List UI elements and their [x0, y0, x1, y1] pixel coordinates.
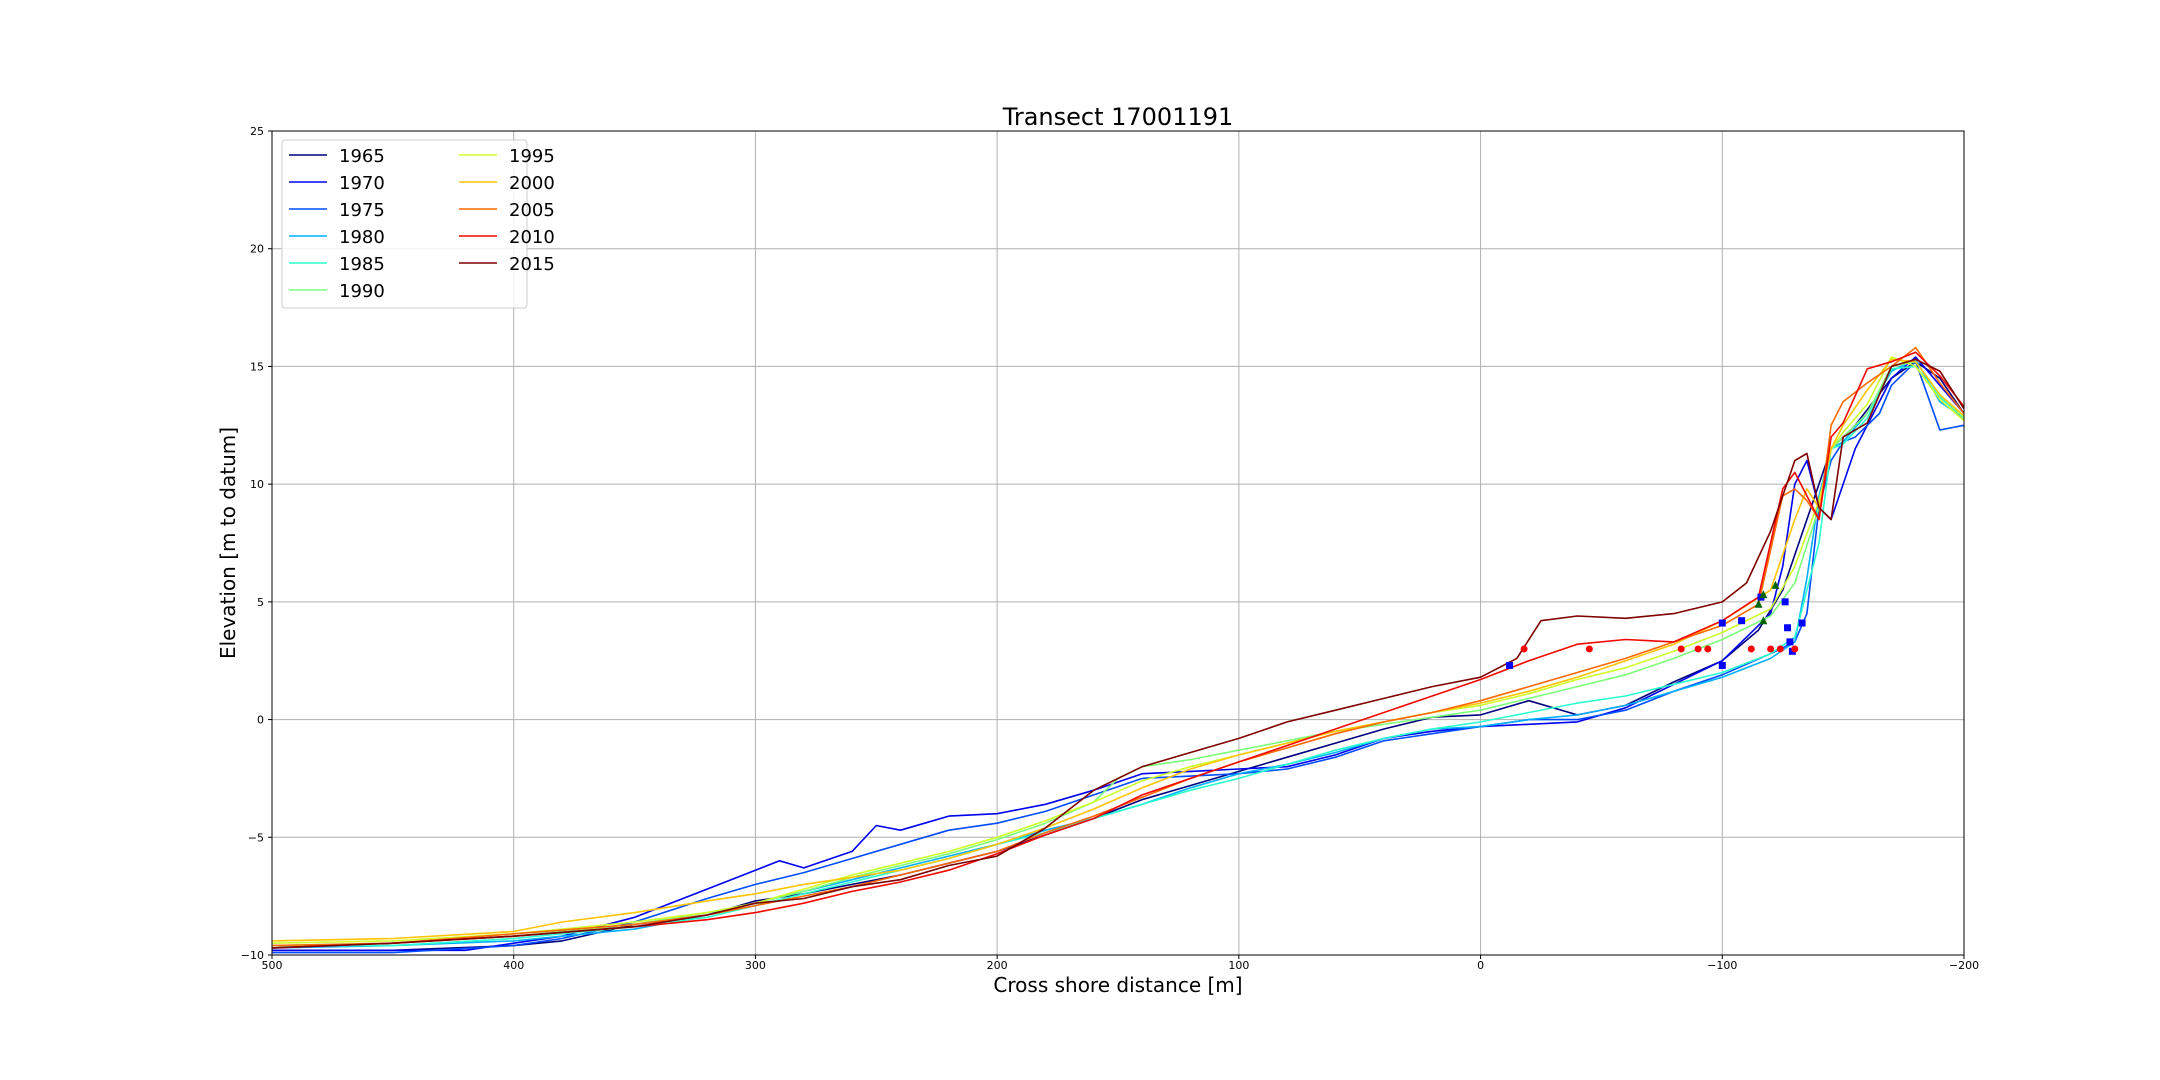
- y-axis-ticks: −10 −5 0 5 10 15 20 25: [241, 125, 272, 962]
- legend-label-1995: 1995: [509, 146, 555, 167]
- x-tick-label: −100: [1707, 959, 1737, 972]
- y-tick-label: 20: [250, 243, 264, 256]
- circle-marker: [1520, 645, 1528, 653]
- legend-label-2000: 2000: [509, 173, 555, 194]
- series-line-2000: [272, 358, 1964, 942]
- square-marker: [1718, 661, 1726, 669]
- legend: 1965 1970 1975 1980 1985 1990 1995 2000 2005 2010…: [281, 139, 555, 309]
- series-line-1975: [272, 360, 1964, 954]
- x-tick-label: 400: [503, 959, 524, 972]
- circle-marker: [1776, 645, 1784, 653]
- legend-label-1975: 1975: [339, 200, 385, 221]
- x-tick-label: 100: [1228, 959, 1249, 972]
- x-tick-label: 300: [745, 959, 766, 972]
- y-tick-label: 15: [250, 360, 264, 373]
- x-tick-label: 500: [262, 959, 283, 972]
- legend-label-1980: 1980: [339, 227, 385, 248]
- x-tick-label: −200: [1949, 959, 1979, 972]
- square-marker: [1798, 619, 1806, 627]
- square-marker: [1786, 638, 1794, 646]
- square-marker: [1738, 617, 1746, 625]
- chart-title: Transect 17001191: [1002, 103, 1234, 131]
- y-tick-label: 0: [257, 714, 264, 727]
- y-tick-label: 10: [250, 478, 264, 491]
- legend-label-2005: 2005: [509, 200, 555, 221]
- triangle-marker: [1759, 616, 1768, 625]
- x-tick-label: 0: [1477, 959, 1484, 972]
- x-axis-label: Cross shore distance [m]: [993, 973, 1242, 997]
- y-tick-label: −10: [241, 949, 264, 962]
- y-tick-label: 5: [257, 596, 264, 609]
- legend-label-1985: 1985: [339, 254, 385, 275]
- series-line-2005: [272, 346, 1964, 947]
- triangle-marker: [1759, 590, 1768, 599]
- series-layer: [272, 346, 1964, 954]
- circle-marker: [1747, 645, 1755, 653]
- square-marker: [1781, 598, 1789, 606]
- legend-label-2015: 2015: [509, 254, 555, 275]
- legend-label-1990: 1990: [339, 281, 385, 302]
- marker-layer: [1506, 580, 1806, 669]
- legend-label-2010: 2010: [509, 227, 555, 248]
- circle-marker: [1677, 645, 1685, 653]
- triangle-marker: [1771, 580, 1780, 589]
- circle-marker: [1704, 645, 1712, 653]
- square-marker: [1506, 661, 1514, 669]
- square-marker: [1718, 619, 1726, 627]
- circle-marker: [1694, 645, 1702, 653]
- series-line-2010: [272, 351, 1964, 949]
- x-tick-label: 200: [987, 959, 1008, 972]
- series-line-1985: [272, 365, 1964, 947]
- circle-marker: [1767, 645, 1775, 653]
- legend-label-1970: 1970: [339, 173, 385, 194]
- circle-marker: [1585, 645, 1593, 653]
- square-marker: [1784, 624, 1792, 632]
- series-line-2015: [272, 358, 1964, 949]
- x-axis-ticks: 500 400 300 200 100 0 −100 −200: [262, 955, 1979, 972]
- y-axis-label: Elevation [m to datum]: [216, 427, 240, 659]
- y-tick-label: −5: [248, 831, 264, 844]
- legend-box: [281, 139, 528, 309]
- legend-label-1965: 1965: [339, 146, 385, 167]
- triangle-marker: [1754, 599, 1763, 608]
- plot-frame: [271, 130, 1965, 956]
- series-line-1970: [272, 356, 1964, 952]
- circle-marker: [1791, 645, 1799, 653]
- y-tick-label: 25: [250, 125, 264, 138]
